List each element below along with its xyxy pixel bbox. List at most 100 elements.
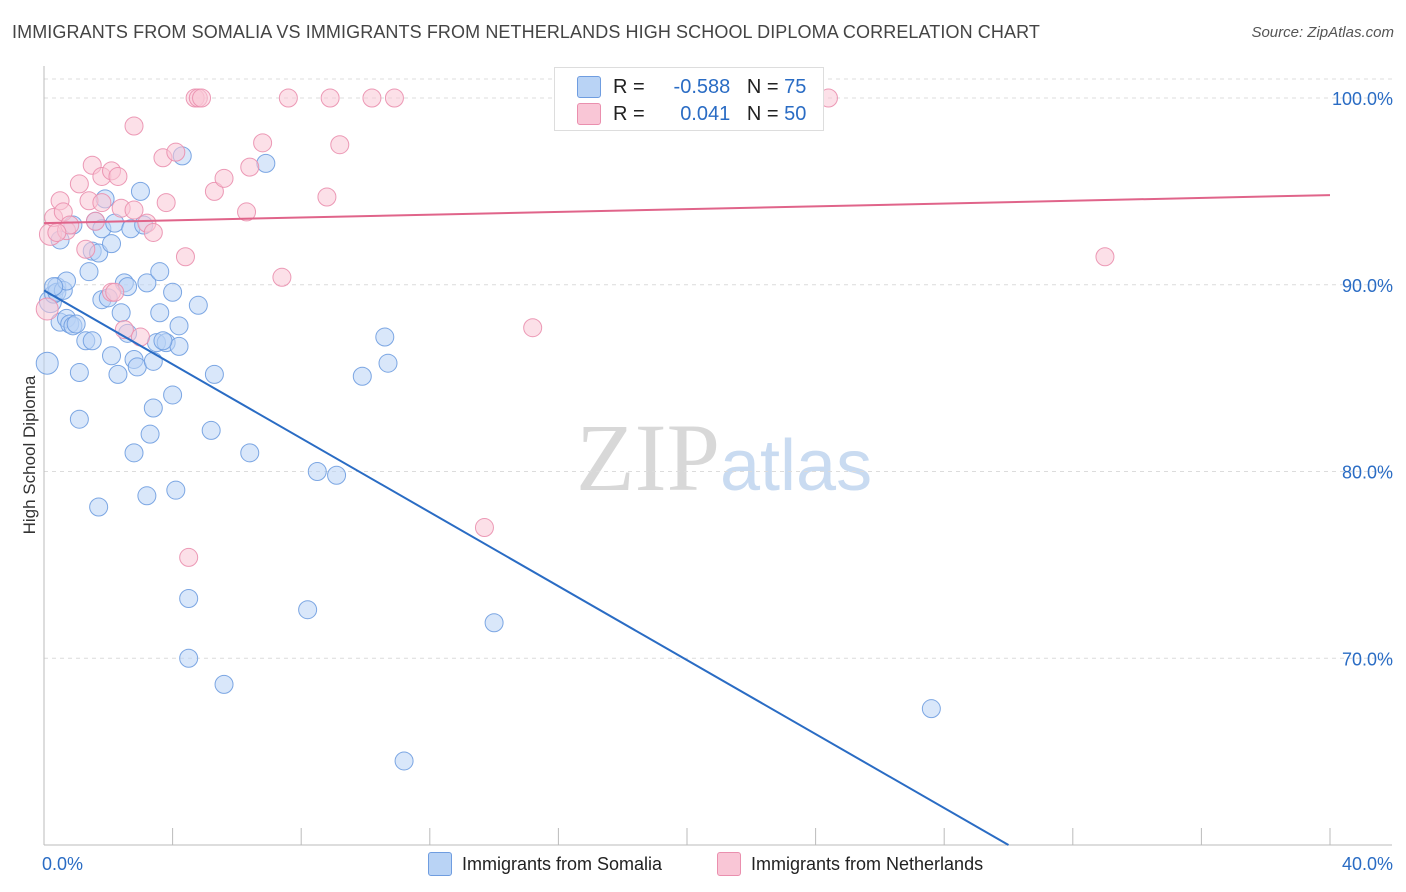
legend-n-label: N =: [746, 102, 779, 125]
legend-swatch-somalia: [577, 76, 601, 98]
data-point-netherlands: [204, 181, 224, 201]
data-point-netherlands: [69, 174, 89, 194]
data-point-somalia: [102, 234, 122, 254]
data-point-netherlands: [76, 239, 96, 259]
legend-row-somalia: R = -0.588 N = 75: [577, 74, 806, 100]
data-point-somalia: [150, 262, 170, 282]
data-point-somalia: [240, 443, 260, 463]
data-point-somalia: [921, 699, 941, 719]
data-point-somalia: [214, 674, 234, 694]
legend-r-value-somalia: -0.588: [673, 75, 731, 98]
data-point-somalia: [137, 486, 157, 506]
trend-line-netherlands: [43, 194, 1331, 225]
data-point-somalia: [163, 385, 183, 405]
data-point-somalia: [127, 357, 147, 377]
data-point-somalia: [484, 613, 504, 633]
y-tick-label: 100.0%: [1332, 89, 1393, 109]
data-point-netherlands: [47, 222, 67, 242]
data-point-somalia: [327, 465, 347, 485]
data-point-somalia: [143, 398, 163, 418]
data-point-netherlands: [35, 297, 59, 321]
data-point-netherlands: [156, 193, 176, 213]
data-point-somalia: [140, 424, 160, 444]
trend-lines: [43, 194, 1331, 846]
data-point-somalia: [69, 363, 89, 383]
data-point-netherlands: [474, 518, 494, 538]
data-point-somalia: [352, 366, 372, 386]
data-point-somalia: [394, 751, 414, 771]
data-point-somalia: [130, 181, 150, 201]
legend-r-label: R =: [613, 75, 645, 98]
tick-labels: 70.0% 80.0% 90.0% 100.0% 0.0% 40.0%: [42, 89, 1393, 874]
axes: [43, 66, 1392, 846]
legend-n-label: N =: [746, 75, 779, 98]
data-point-somalia: [188, 295, 208, 315]
data-point-somalia: [143, 351, 163, 371]
data-point-somalia: [153, 331, 173, 351]
legend-row-netherlands: R = 0.041 N = 50: [577, 101, 806, 127]
y-tick-label: 80.0%: [1342, 463, 1393, 483]
data-point-somalia: [201, 420, 221, 440]
data-point-somalia: [298, 600, 318, 620]
data-point-somalia: [150, 303, 170, 323]
data-point-netherlands: [1095, 247, 1115, 267]
data-point-somalia: [179, 588, 199, 608]
data-point-somalia: [169, 316, 189, 336]
data-point-netherlands: [384, 88, 404, 108]
data-point-somalia: [163, 282, 183, 302]
data-point-netherlands: [320, 88, 340, 108]
data-point-somalia: [79, 262, 99, 282]
data-point-netherlands: [105, 282, 125, 302]
bottom-legend-netherlands: Immigrants from Netherlands: [717, 852, 983, 876]
data-point-netherlands: [272, 267, 292, 287]
bottom-legend-label-somalia: Immigrants from Somalia: [462, 853, 663, 874]
legend-swatch-netherlands: [577, 103, 601, 125]
legend-r-value-netherlands: 0.041: [680, 102, 731, 125]
data-point-somalia: [82, 331, 102, 351]
data-point-somalia: [166, 480, 186, 500]
chart-title: IMMIGRANTS FROM SOMALIA VS IMMIGRANTS FR…: [12, 22, 1040, 42]
data-point-netherlands: [143, 222, 163, 242]
data-point-somalia: [69, 409, 89, 429]
data-point-netherlands: [278, 88, 298, 108]
data-point-netherlands: [214, 168, 234, 188]
x-tick-label-max: 40.0%: [1342, 854, 1393, 874]
legend-n-value-somalia: 75: [784, 75, 807, 98]
x-tick-label-min: 0.0%: [42, 854, 83, 874]
data-point-somalia: [108, 364, 128, 384]
data-point-netherlands: [317, 187, 337, 207]
correlation-legend: R = -0.588 N = 75 R = 0.041 N = 50: [554, 67, 824, 131]
data-point-somalia: [378, 353, 398, 373]
data-point-netherlands: [237, 202, 257, 222]
bottom-legend-label-netherlands: Immigrants from Netherlands: [751, 853, 984, 874]
data-point-netherlands: [523, 318, 543, 338]
y-tick-label: 70.0%: [1342, 649, 1393, 669]
data-point-somalia: [124, 443, 144, 463]
data-point-somalia: [169, 336, 189, 356]
data-point-somalia: [89, 497, 109, 517]
data-point-netherlands: [92, 193, 112, 213]
y-tick-label: 90.0%: [1342, 276, 1393, 296]
bottom-legend-swatch-somalia: [428, 852, 452, 876]
data-point-somalia: [111, 303, 131, 323]
data-point-netherlands: [175, 247, 195, 267]
data-point-somalia: [307, 462, 327, 482]
watermark-zip: ZIP: [576, 404, 720, 511]
data-point-somalia: [102, 346, 122, 366]
data-point-netherlands: [124, 116, 144, 136]
data-point-somalia: [137, 273, 157, 293]
data-point-netherlands: [124, 200, 144, 220]
data-point-netherlands: [362, 88, 382, 108]
bottom-legend-swatch-netherlands: [717, 852, 741, 876]
data-point-netherlands: [166, 142, 186, 162]
source-label: Source: ZipAtlas.com: [1251, 24, 1394, 41]
trend-line-somalia: [43, 289, 1009, 846]
data-point-somalia: [35, 351, 59, 375]
data-point-netherlands: [253, 133, 273, 153]
data-point-netherlands: [179, 547, 199, 567]
data-point-netherlands: [108, 166, 128, 186]
bottom-legend-somalia: Immigrants from Somalia: [428, 852, 662, 876]
legend-n-value-netherlands: 50: [784, 102, 807, 125]
data-point-somalia: [256, 153, 276, 173]
